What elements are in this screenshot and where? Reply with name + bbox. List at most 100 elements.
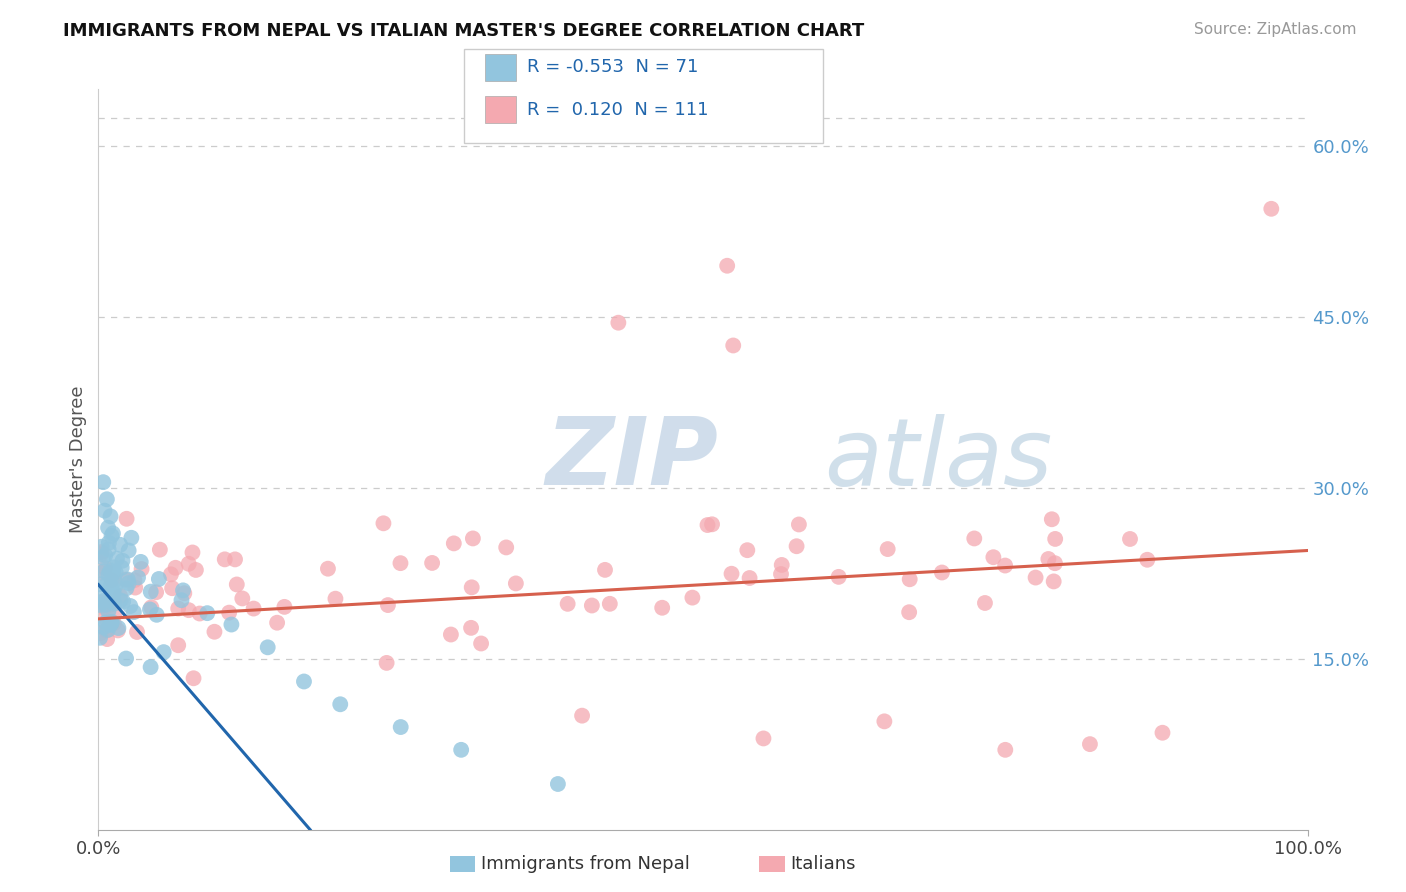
Point: [89, 598, 111, 612]
Point: [1040, 512, 1063, 526]
Point: [110, 593, 132, 607]
Point: [104, 579, 127, 593]
Point: [97, 567, 120, 582]
Point: [165, 561, 187, 575]
Point: [108, 538, 131, 552]
Point: [172, 583, 194, 598]
Point: [97, 535, 120, 549]
Text: IMMIGRANTS FROM NEPAL VS ITALIAN MASTER'S DEGREE CORRELATION CHART: IMMIGRANTS FROM NEPAL VS ITALIAN MASTER'…: [63, 22, 865, 40]
Point: [173, 586, 195, 600]
Point: [96, 595, 118, 609]
Point: [325, 591, 347, 606]
Point: [90, 599, 112, 614]
Point: [101, 566, 124, 580]
Point: [98, 582, 121, 596]
Point: [716, 259, 738, 273]
Point: [181, 545, 204, 559]
Point: [117, 573, 139, 587]
Point: [1043, 532, 1066, 546]
Point: [96, 632, 118, 646]
Point: [103, 607, 125, 621]
Point: [115, 512, 138, 526]
Point: [100, 529, 122, 543]
Point: [89, 631, 111, 645]
Point: [316, 562, 339, 576]
Point: [117, 576, 139, 591]
Point: [1152, 725, 1174, 739]
Point: [876, 542, 898, 557]
Point: [373, 516, 395, 531]
Point: [898, 605, 921, 619]
Point: [125, 625, 148, 640]
Point: [93, 564, 115, 578]
Point: [98, 564, 121, 578]
Point: [103, 560, 125, 574]
Point: [115, 582, 138, 596]
Point: [994, 743, 1017, 757]
Point: [122, 605, 145, 619]
Point: [96, 624, 118, 638]
Point: [389, 556, 412, 570]
Point: [651, 600, 673, 615]
Point: [124, 573, 146, 587]
Point: [120, 531, 142, 545]
Point: [738, 571, 761, 585]
Point: [115, 651, 138, 665]
Text: R = -0.553  N = 71: R = -0.553 N = 71: [527, 58, 699, 76]
Point: [100, 579, 122, 593]
Point: [93, 620, 115, 634]
Point: [100, 616, 122, 631]
Point: [723, 338, 745, 352]
Point: [112, 594, 135, 608]
Point: [101, 573, 124, 587]
Point: [120, 599, 142, 613]
Point: [160, 581, 183, 595]
Point: [204, 624, 226, 639]
Point: [107, 624, 129, 638]
Point: [89, 591, 111, 605]
Text: Italians: Italians: [790, 855, 856, 873]
Point: [787, 517, 810, 532]
Point: [94, 549, 117, 563]
Point: [994, 558, 1017, 573]
Point: [100, 616, 122, 631]
Point: [983, 550, 1005, 565]
Point: [91, 475, 114, 490]
Point: [389, 720, 412, 734]
Point: [681, 591, 703, 605]
Point: [108, 589, 131, 603]
Point: [129, 555, 152, 569]
Point: [94, 561, 117, 575]
Point: [752, 731, 775, 746]
Point: [1025, 570, 1047, 584]
Point: [98, 599, 121, 613]
Point: [931, 566, 953, 580]
Point: [103, 586, 125, 600]
Point: [131, 562, 153, 576]
Point: [224, 552, 246, 566]
Point: [292, 674, 315, 689]
Point: [1260, 202, 1282, 216]
Point: [90, 596, 112, 610]
Point: [593, 563, 616, 577]
Point: [167, 638, 190, 652]
Point: [104, 566, 127, 580]
Point: [103, 616, 125, 631]
Point: [460, 621, 482, 635]
Point: [700, 517, 723, 532]
Point: [273, 599, 295, 614]
Text: ZIP: ZIP: [546, 413, 718, 506]
Point: [827, 570, 849, 584]
Point: [97, 542, 120, 557]
Point: [461, 580, 484, 594]
Point: [141, 600, 163, 615]
Point: [101, 526, 124, 541]
Point: [450, 743, 472, 757]
Point: [443, 536, 465, 550]
Point: [737, 543, 759, 558]
Point: [90, 545, 112, 559]
Point: [94, 615, 117, 630]
Point: [94, 598, 117, 612]
Point: [127, 570, 149, 584]
Point: [124, 581, 146, 595]
